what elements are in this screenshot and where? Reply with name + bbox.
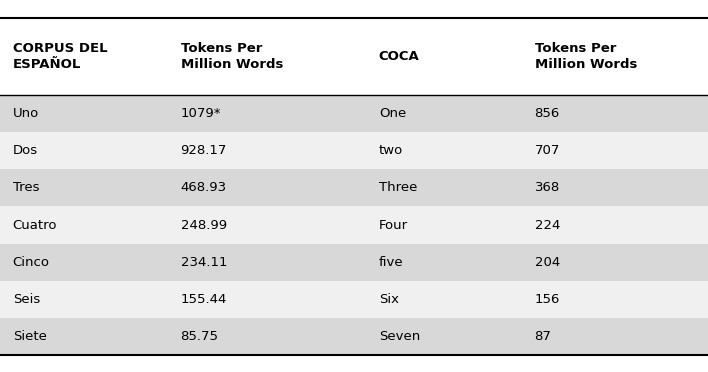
- Bar: [0, 132, 708, 169]
- Text: Three: Three: [379, 182, 417, 194]
- Text: Siete: Siete: [13, 330, 47, 343]
- Text: 1079*: 1079*: [181, 107, 221, 120]
- Text: Tres: Tres: [13, 182, 39, 194]
- Text: CORPUS DEL
ESPAÑOL: CORPUS DEL ESPAÑOL: [13, 42, 108, 71]
- Text: 155.44: 155.44: [181, 293, 227, 306]
- Bar: [0, 169, 708, 206]
- Text: Uno: Uno: [13, 107, 39, 120]
- Text: COCA: COCA: [379, 50, 420, 63]
- Text: Tokens Per
Million Words: Tokens Per Million Words: [535, 42, 637, 71]
- Text: Seven: Seven: [379, 330, 420, 343]
- Text: 856: 856: [535, 107, 560, 120]
- Text: Four: Four: [379, 218, 408, 231]
- Bar: [0, 206, 708, 244]
- Text: 368: 368: [535, 182, 560, 194]
- Bar: [0, 244, 708, 281]
- Text: Cuatro: Cuatro: [13, 218, 57, 231]
- Text: Dos: Dos: [13, 144, 38, 157]
- Text: 707: 707: [535, 144, 560, 157]
- Text: 156: 156: [535, 293, 560, 306]
- Bar: [0, 281, 708, 318]
- Bar: [0, 318, 708, 355]
- Text: 204: 204: [535, 256, 560, 269]
- Text: One: One: [379, 107, 406, 120]
- Text: 224: 224: [535, 218, 560, 231]
- Text: two: two: [379, 144, 403, 157]
- Bar: [0, 95, 708, 132]
- Text: 87: 87: [535, 330, 552, 343]
- Text: 468.93: 468.93: [181, 182, 227, 194]
- Text: five: five: [379, 256, 404, 269]
- Text: 248.99: 248.99: [181, 218, 227, 231]
- Text: Cinco: Cinco: [13, 256, 50, 269]
- Text: Six: Six: [379, 293, 399, 306]
- Text: 928.17: 928.17: [181, 144, 227, 157]
- Text: Tokens Per
Million Words: Tokens Per Million Words: [181, 42, 283, 71]
- Text: Seis: Seis: [13, 293, 40, 306]
- Text: 85.75: 85.75: [181, 330, 219, 343]
- Text: 234.11: 234.11: [181, 256, 227, 269]
